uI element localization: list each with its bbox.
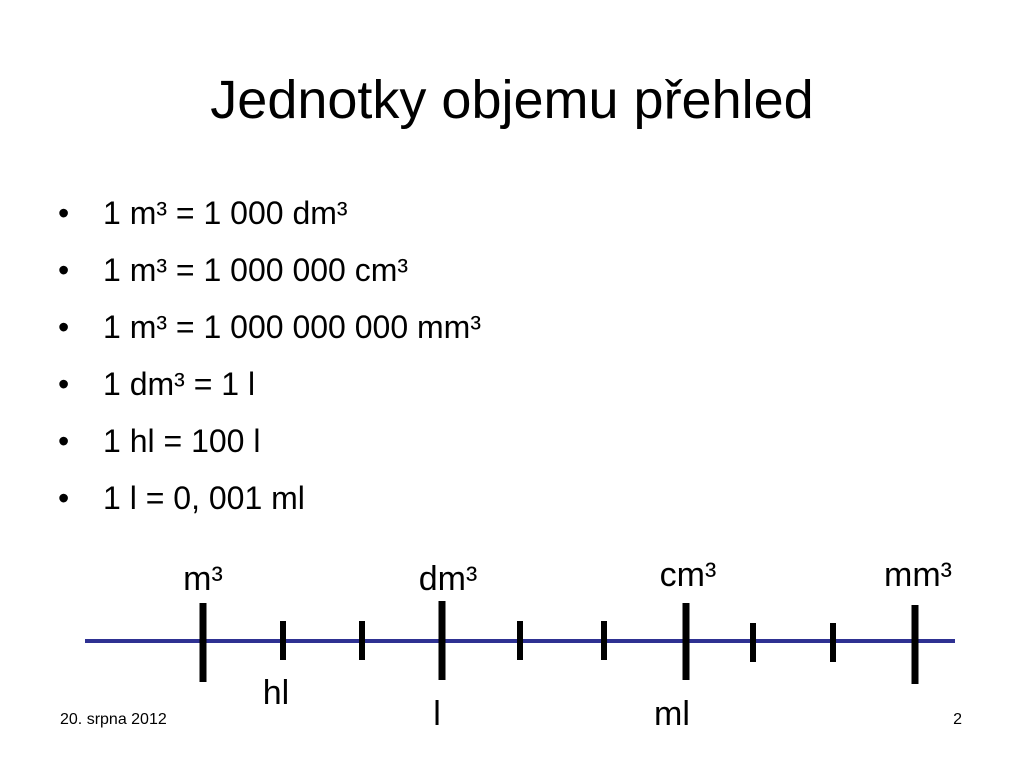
bullet-text: 1 m³ = 1 000 000 000 mm³ xyxy=(103,309,481,345)
minor-ticks xyxy=(280,621,836,662)
major-ticks xyxy=(199,601,919,684)
unit-label: cm³ xyxy=(660,556,717,594)
footer-date: 20. srpna 2012 xyxy=(60,711,167,728)
unit-label: ml xyxy=(654,695,690,733)
unit-label: mm³ xyxy=(884,556,952,594)
bullet-text: 1 dm³ = 1 l xyxy=(103,366,255,402)
unit-label: dm³ xyxy=(419,560,478,598)
bullet-dot: • xyxy=(58,423,69,459)
bullet-text: 1 l = 0, 001 ml xyxy=(103,480,305,516)
bullet-dot: • xyxy=(58,252,69,288)
slide-title: Jednotky objemu přehled xyxy=(210,70,813,130)
bullet-list: • 1 m³ = 1 000 dm³ • 1 m³ = 1 000 000 cm… xyxy=(58,195,481,516)
unit-label: hl xyxy=(263,674,289,712)
bullet-text: 1 m³ = 1 000 dm³ xyxy=(103,195,348,231)
unit-label: m³ xyxy=(183,560,223,598)
bullet-text: 1 m³ = 1 000 000 cm³ xyxy=(103,252,408,288)
bullet-dot: • xyxy=(58,480,69,516)
bullet-dot: • xyxy=(58,366,69,402)
bullet-dot: • xyxy=(58,195,69,231)
unit-scale: m³ dm³ cm³ mm³ hl l ml xyxy=(85,556,955,733)
bullet-text: 1 hl = 100 l xyxy=(103,423,260,459)
page-number: 2 xyxy=(953,711,962,728)
bullet-dot: • xyxy=(58,309,69,345)
unit-label: l xyxy=(433,695,441,733)
